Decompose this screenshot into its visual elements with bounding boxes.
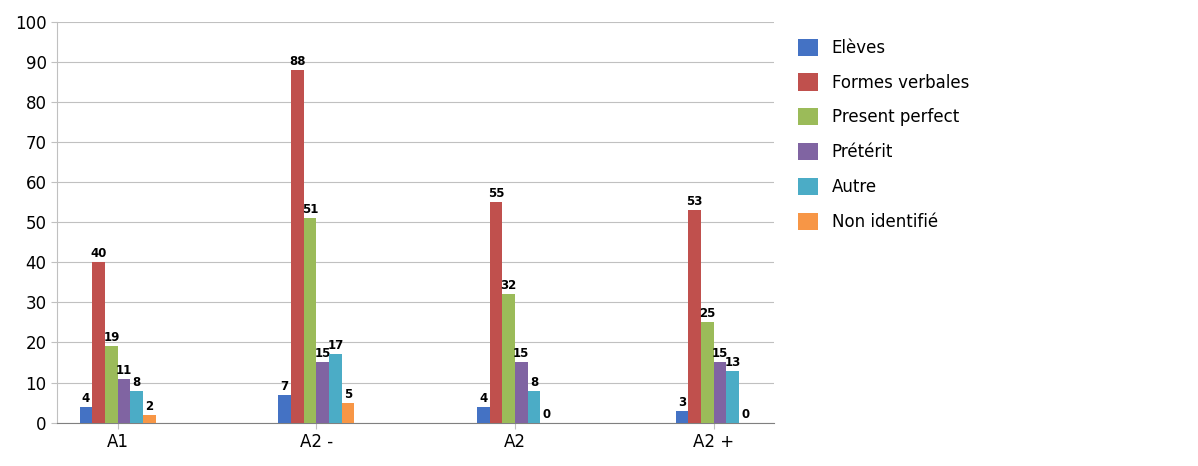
Text: 15: 15 [513,348,530,361]
Bar [502,295,515,423]
Text: 15: 15 [315,348,331,361]
Text: 0: 0 [742,408,750,421]
Bar [291,70,303,423]
Text: 40: 40 [91,247,107,260]
Bar [515,363,527,423]
Bar [477,406,490,423]
Text: 55: 55 [488,187,504,200]
Bar [105,347,117,423]
Text: 4: 4 [479,391,488,404]
Text: 8: 8 [530,376,538,389]
Bar [329,355,341,423]
Bar [701,322,714,423]
Text: 17: 17 [327,340,344,352]
Legend: Elèves, Formes verbales, Present perfect, Prétérit, Autre, Non identifié: Elèves, Formes verbales, Present perfect… [789,30,978,240]
Bar [726,370,739,423]
Text: 0: 0 [543,408,551,421]
Text: 19: 19 [103,331,120,344]
Text: 8: 8 [133,376,141,389]
Bar [527,391,540,423]
Text: 3: 3 [678,396,686,409]
Bar [676,411,689,423]
Text: 53: 53 [686,195,703,208]
Text: 13: 13 [725,356,740,369]
Bar [278,395,291,423]
Text: 5: 5 [344,388,352,401]
Bar [117,378,131,423]
Bar [490,202,502,423]
Text: 11: 11 [116,363,132,377]
Bar [341,403,355,423]
Text: 7: 7 [280,379,289,392]
Text: 15: 15 [712,348,728,361]
Bar [143,415,156,423]
Bar [303,218,316,423]
Text: 2: 2 [145,399,153,412]
Text: 32: 32 [501,280,516,292]
Text: 88: 88 [289,55,305,68]
Bar [92,262,105,423]
Bar [316,363,329,423]
Text: 51: 51 [302,203,319,216]
Bar [714,363,726,423]
Bar [689,210,701,423]
Text: 25: 25 [700,308,715,321]
Text: 4: 4 [81,391,90,404]
Bar [79,406,92,423]
Bar [131,391,143,423]
